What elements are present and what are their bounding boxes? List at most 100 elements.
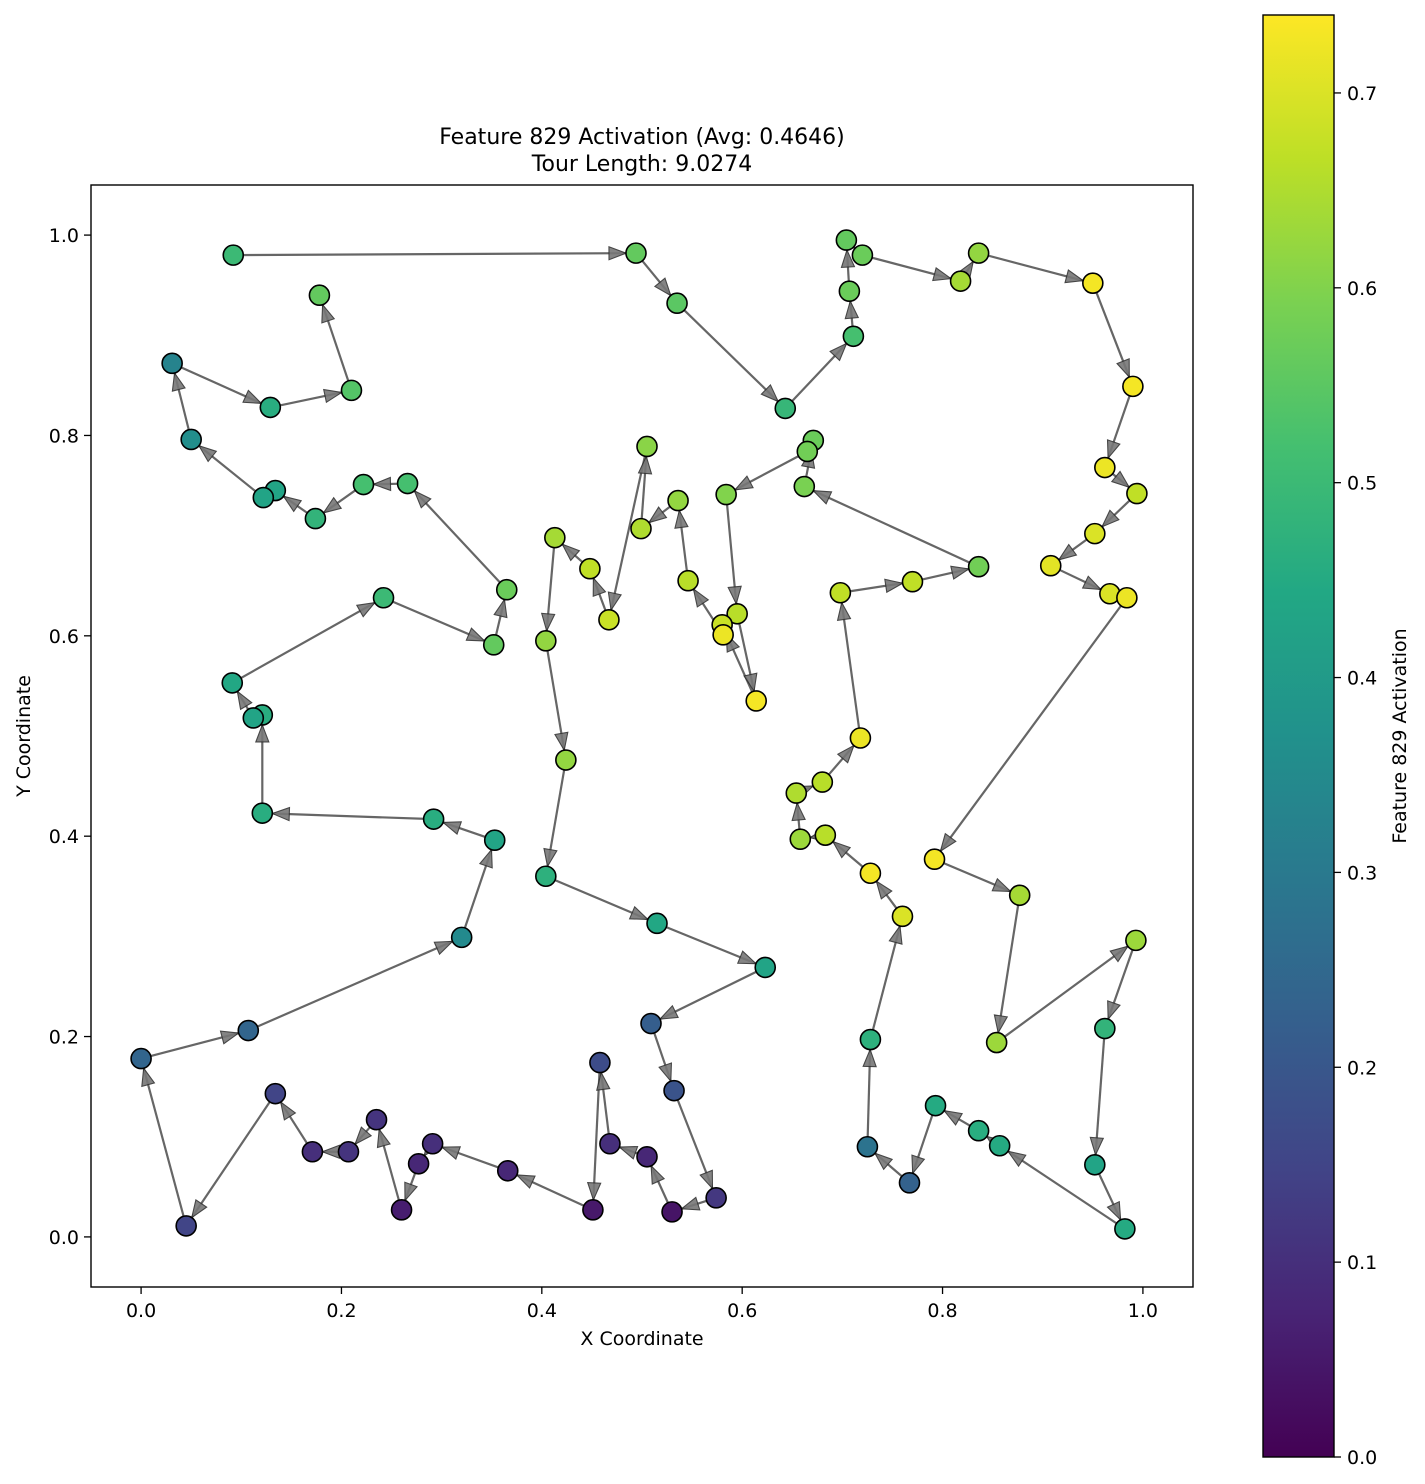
city-point — [175, 1215, 197, 1237]
tour-arrow — [993, 1014, 1009, 1035]
tour-arrow — [1057, 543, 1078, 561]
tour-arrow — [282, 495, 303, 513]
tour-arrow — [811, 490, 833, 505]
tour-arrow — [831, 840, 852, 859]
x-tick-label: 0.0 — [126, 1300, 156, 1322]
tour-arrow — [371, 476, 392, 492]
city-point — [544, 526, 566, 549]
city-point — [495, 578, 518, 601]
city-point — [715, 483, 737, 506]
tour-arrow — [911, 1154, 926, 1175]
tour-edge — [869, 925, 902, 1040]
tour-arrow — [323, 388, 344, 404]
tour-arrow — [699, 1169, 714, 1190]
tour-arrow — [743, 672, 758, 693]
x-axis-ticks: 0.0 0.2 0.4 0.6 0.8 1.0 — [126, 1287, 1158, 1322]
y-axis-ticks: 0.0 0.2 0.4 0.6 0.8 1.0 — [49, 225, 91, 1249]
tour-arrow — [1116, 358, 1130, 379]
tour-arrow — [736, 950, 758, 965]
tour-arrow — [440, 1146, 462, 1160]
tour-arrow — [791, 801, 806, 822]
tour-arrow — [592, 576, 607, 598]
city-point — [754, 956, 777, 979]
tour-arrow — [680, 1196, 701, 1211]
tour-arrow — [561, 543, 581, 562]
tour-edge — [995, 945, 1129, 1044]
city-point — [535, 865, 557, 888]
city-point — [180, 428, 202, 451]
tour-arrow — [515, 1174, 536, 1189]
tour-arrow — [540, 612, 556, 633]
city-point — [242, 707, 265, 729]
tour-edge — [610, 446, 649, 611]
tour-arrow — [674, 508, 689, 529]
y-tick-label: 0.0 — [49, 1227, 79, 1249]
city-point — [814, 824, 837, 846]
tour-arrow — [950, 565, 971, 580]
city-point — [726, 602, 748, 625]
tour-arrow — [270, 806, 291, 822]
tour-arrow — [617, 1145, 639, 1160]
tour-arrow — [650, 1164, 666, 1185]
tour-edge — [247, 940, 453, 1032]
colorbar-label: Feature 829 Activation — [1389, 628, 1411, 843]
city-point — [646, 912, 668, 935]
tour-arrow — [829, 342, 848, 362]
tour-arrow — [433, 940, 454, 956]
colorbar-tick-label: 0.1 — [1347, 1252, 1377, 1274]
tour-arrow — [1081, 575, 1103, 591]
tour-arrow — [647, 506, 668, 524]
tour-arrow — [628, 905, 650, 921]
city-point — [372, 586, 395, 609]
tour-arrow — [586, 1181, 602, 1202]
city-point — [988, 1134, 1011, 1157]
tour-arrow — [692, 587, 710, 608]
city-point — [705, 1187, 727, 1209]
city-point — [1008, 884, 1031, 907]
colorbar-tick-label: 0.0 — [1347, 1447, 1377, 1469]
city-point — [1125, 929, 1147, 952]
tour-arrow — [322, 496, 343, 514]
city-point — [450, 926, 473, 949]
chart-title-line2: Tour Length: 9.0274 — [531, 152, 752, 177]
city-point — [625, 242, 647, 264]
tour-arrow — [543, 847, 558, 868]
city-point — [535, 630, 557, 652]
x-tick-label: 1.0 — [1128, 1300, 1158, 1322]
city-point — [630, 517, 652, 540]
tour-arrow — [888, 924, 903, 945]
city-point — [259, 396, 282, 419]
y-tick-label: 0.8 — [49, 425, 79, 447]
tour-arrow — [413, 489, 432, 509]
tour-arrow — [760, 383, 780, 403]
tour-arrow — [875, 880, 893, 900]
city-point — [396, 472, 419, 495]
tour-arrow — [355, 601, 377, 618]
city-point — [636, 1145, 658, 1168]
tour-arrow — [1107, 1000, 1121, 1021]
tour-edge — [383, 596, 485, 642]
tour-edge — [659, 966, 766, 1021]
tour-arrow — [844, 299, 860, 320]
tour-arrow — [219, 1030, 241, 1045]
city-point — [923, 848, 946, 871]
city-point — [898, 1172, 921, 1194]
tour-arrow — [478, 848, 493, 869]
y-tick-label: 0.4 — [49, 826, 79, 848]
city-point — [304, 507, 327, 530]
colorbar-tick-label: 0.2 — [1347, 1057, 1377, 1079]
tour-arrow — [1006, 1150, 1027, 1168]
city-point — [407, 1152, 430, 1175]
city-point — [1094, 456, 1116, 479]
city-point — [785, 782, 808, 804]
tour-cities — [130, 229, 1148, 1240]
tour-arrow — [321, 303, 336, 324]
city-point — [985, 1031, 1008, 1054]
tour-arrow — [493, 597, 508, 619]
tour-edge — [544, 640, 566, 751]
tour-edge — [272, 812, 434, 821]
y-tick-label: 1.0 — [49, 225, 79, 247]
tour-arrow — [441, 821, 463, 836]
tour-arrow — [836, 601, 852, 622]
